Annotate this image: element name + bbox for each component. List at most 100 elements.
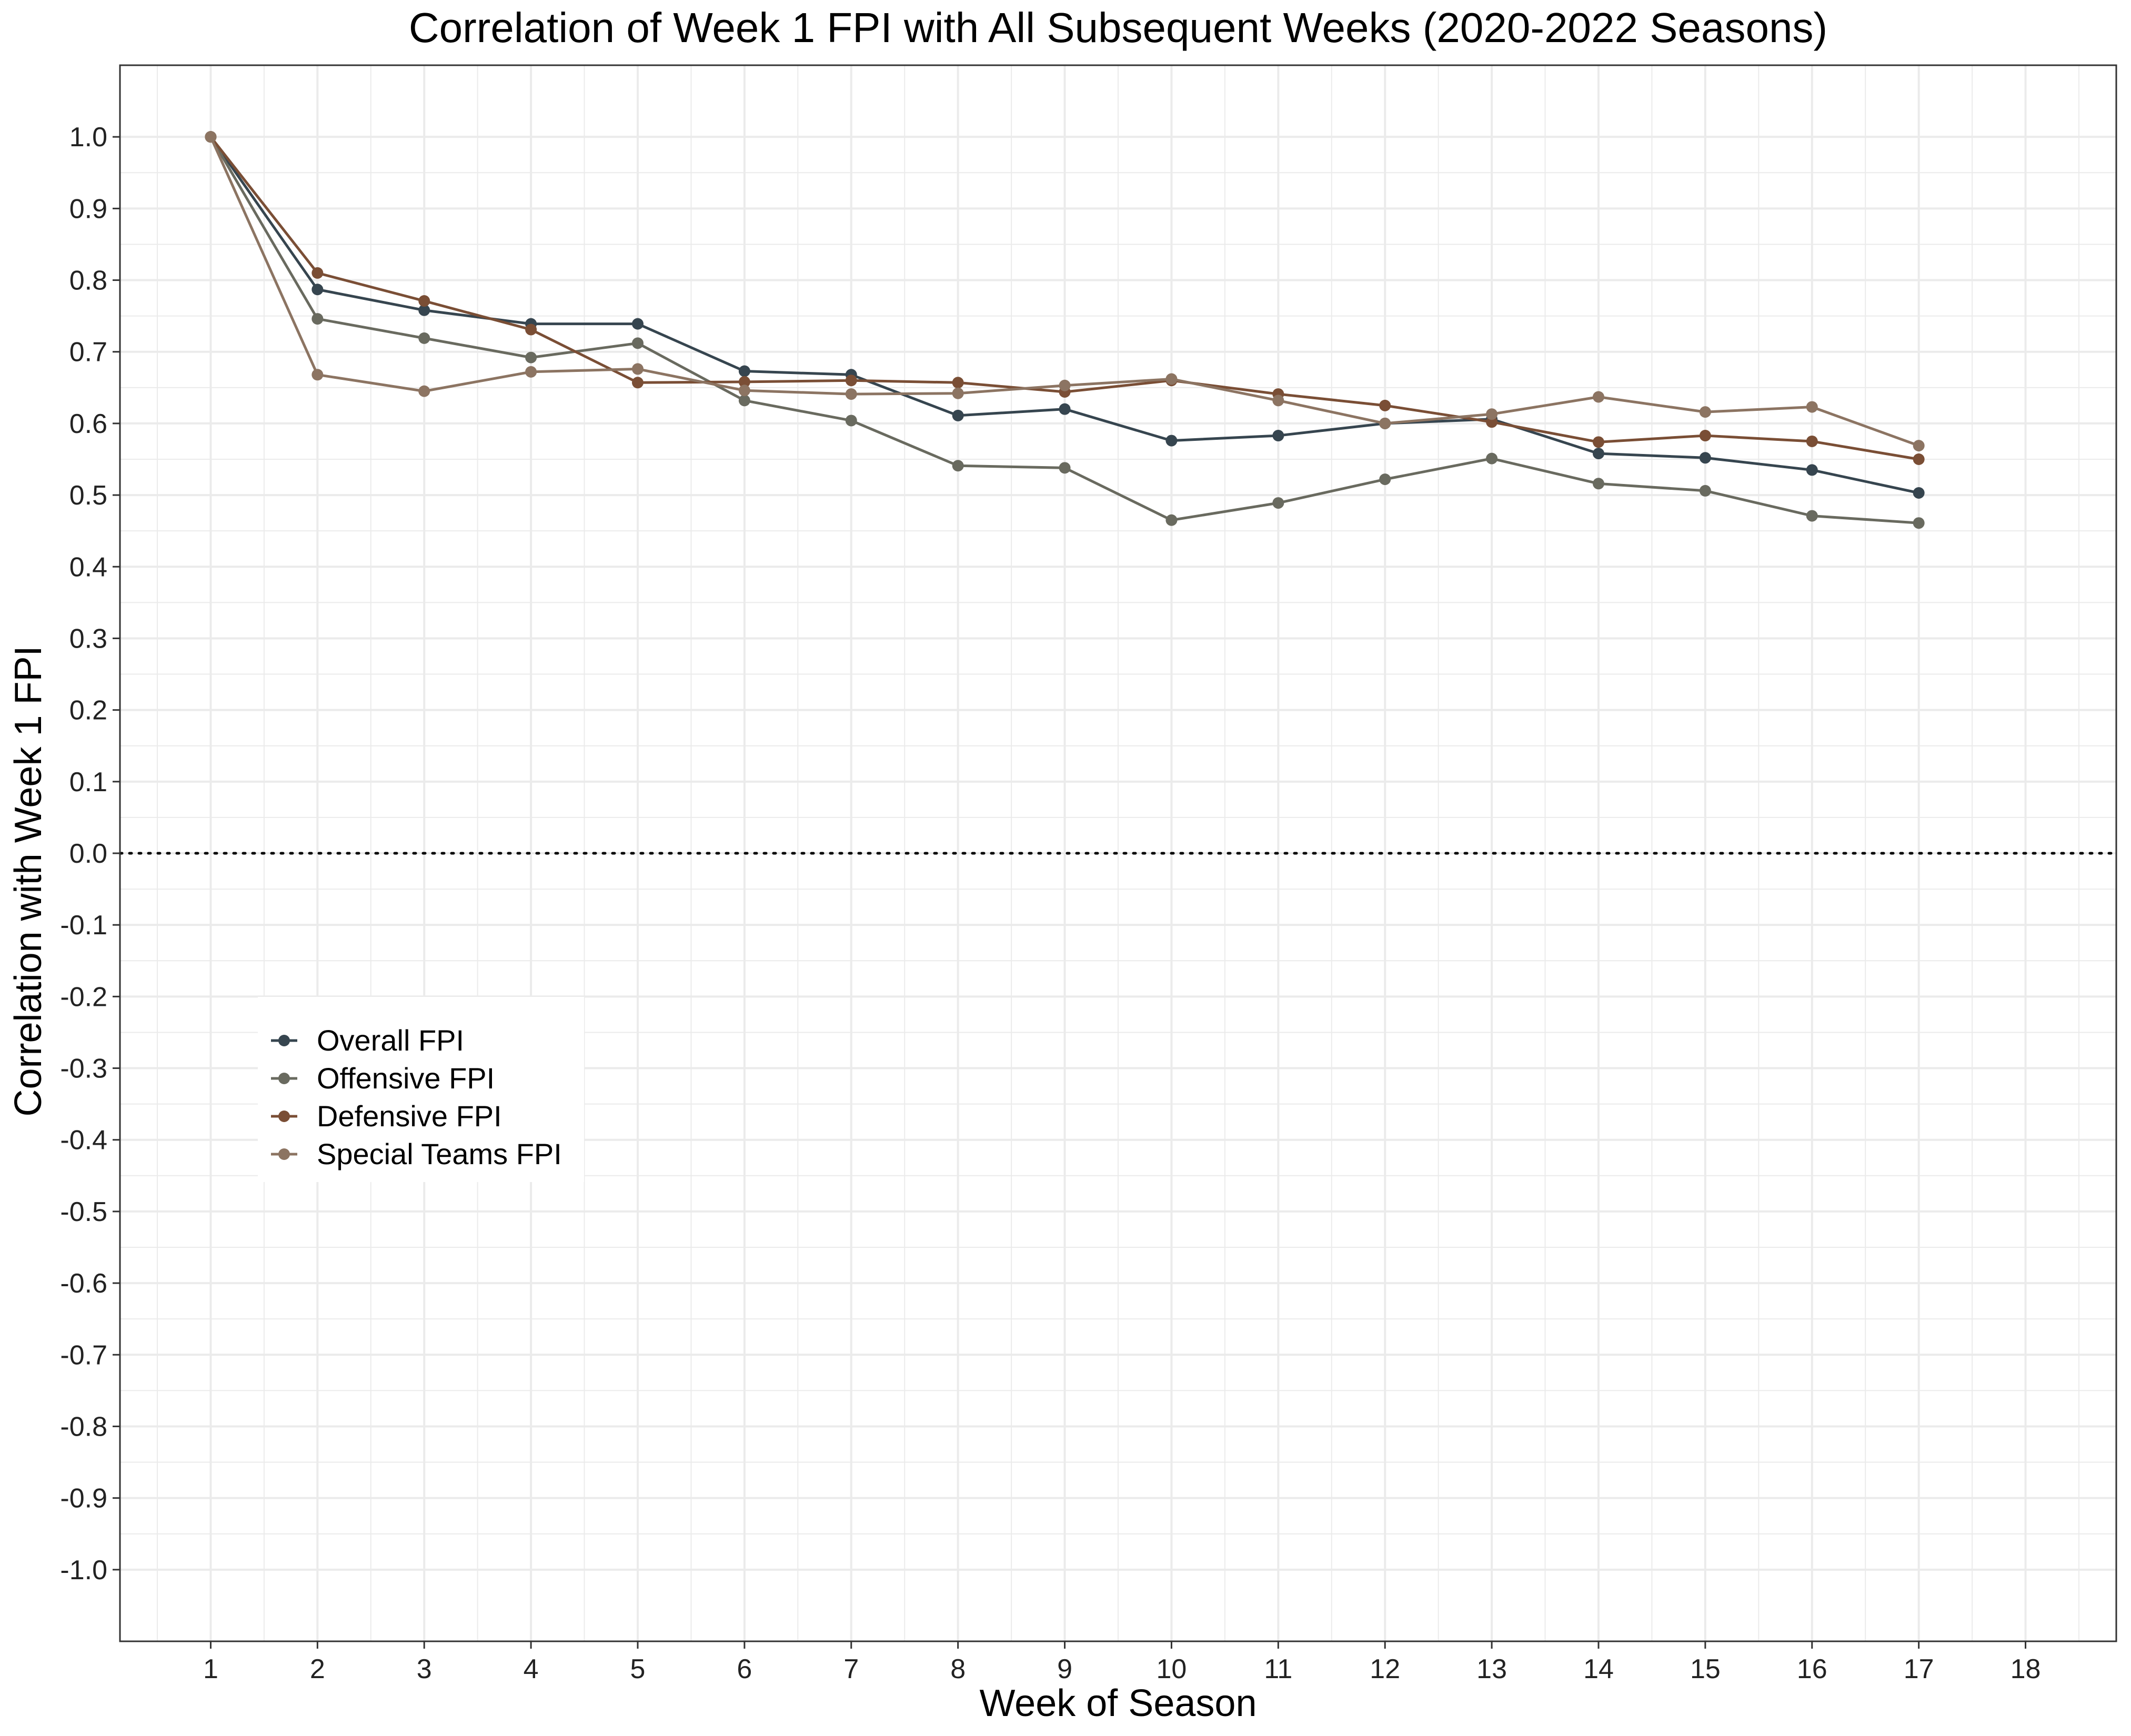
x-tick-label: 10 [1157, 1654, 1187, 1684]
legend-box [258, 997, 584, 1182]
data-point-defensive-fpi [1379, 399, 1391, 411]
data-point-offensive-fpi [845, 415, 857, 427]
y-tick-label: -0.8 [60, 1411, 107, 1442]
y-tick-label: -0.4 [60, 1125, 107, 1156]
data-point-special-teams-fpi [738, 385, 750, 397]
data-point-special-teams-fpi [205, 131, 217, 143]
y-tick-label: 0.0 [69, 839, 107, 869]
series-offensive-fpi [205, 131, 1925, 529]
data-point-overall-fpi [418, 304, 430, 316]
x-tick-label: 15 [1690, 1654, 1721, 1684]
data-point-overall-fpi [1272, 430, 1284, 442]
x-tick-label: 5 [630, 1654, 646, 1684]
x-tick-label: 4 [524, 1654, 539, 1684]
x-tick-label: 11 [1264, 1654, 1292, 1684]
y-axis-label: Correlation with Week 1 FPI [7, 645, 49, 1116]
x-tick-label: 8 [950, 1654, 966, 1684]
data-point-special-teams-fpi [1379, 417, 1391, 429]
x-tick-label: 9 [1057, 1654, 1072, 1684]
data-point-special-teams-fpi [1699, 406, 1711, 418]
data-point-special-teams-fpi [1806, 401, 1818, 413]
x-tick-label: 12 [1370, 1654, 1400, 1684]
data-point-defensive-fpi [1913, 453, 1925, 465]
data-point-offensive-fpi [1165, 514, 1178, 526]
data-point-special-teams-fpi [1913, 440, 1925, 452]
legend-item-overall-fpi: Overall FPI [271, 1024, 464, 1057]
x-tick-label: 14 [1583, 1654, 1614, 1684]
data-point-offensive-fpi [632, 337, 644, 349]
data-point-defensive-fpi [952, 377, 964, 389]
series-layer [205, 131, 1925, 529]
x-axis: 1 2 3 4 5 6 7 8 9 10 11 12 13 14 15 16 17 18 [203, 1641, 2040, 1684]
y-tick-label: -1.0 [60, 1555, 107, 1586]
legend-swatch-point [278, 1073, 290, 1084]
data-point-special-teams-fpi [525, 366, 537, 378]
data-point-special-teams-fpi [952, 387, 964, 399]
data-point-special-teams-fpi [1272, 395, 1284, 407]
y-tick-label: -0.9 [60, 1483, 107, 1514]
data-point-overall-fpi [1913, 487, 1925, 499]
data-point-offensive-fpi [1806, 510, 1818, 522]
data-point-defensive-fpi [738, 376, 750, 388]
legend-swatch-point [278, 1148, 290, 1160]
y-tick-label: -0.5 [60, 1197, 107, 1227]
y-tick-label: 0.3 [69, 623, 107, 654]
data-point-offensive-fpi [1913, 517, 1925, 529]
data-point-overall-fpi [311, 284, 324, 296]
data-point-defensive-fpi [1592, 436, 1604, 448]
data-point-defensive-fpi [311, 267, 324, 279]
y-axis: 1.0 0.9 0.8 0.7 0.6 0.5 0.4 0.3 0.2 0.1 0.0 -0.1 -0.… [60, 122, 120, 1586]
x-tick-label: 18 [2011, 1654, 2041, 1684]
data-point-offensive-fpi [1379, 473, 1391, 486]
y-tick-label: -0.7 [60, 1340, 107, 1370]
x-tick-label: 1 [203, 1654, 218, 1684]
legend-item-defensive-fpi: Defensive FPI [271, 1099, 502, 1133]
y-tick-label: 0.1 [69, 767, 107, 798]
y-tick-label: 1.0 [69, 122, 107, 153]
legend-swatch-point [278, 1111, 290, 1122]
data-point-defensive-fpi [525, 324, 537, 336]
data-point-overall-fpi [952, 409, 964, 421]
data-point-defensive-fpi [1806, 435, 1818, 447]
y-tick-label: -0.6 [60, 1268, 107, 1299]
data-point-overall-fpi [1165, 435, 1178, 447]
x-tick-label: 2 [310, 1654, 325, 1684]
x-tick-label: 13 [1476, 1654, 1507, 1684]
legend-item-special-teams-fpi: Special Teams FPI [271, 1137, 562, 1170]
data-point-offensive-fpi [418, 332, 430, 344]
data-point-overall-fpi [1806, 464, 1818, 476]
data-point-overall-fpi [1592, 448, 1604, 460]
series-special-teams-fpi [205, 131, 1925, 452]
y-tick-label: 0.7 [69, 337, 107, 368]
data-point-defensive-fpi [845, 375, 857, 387]
legend-label: Defensive FPI [317, 1099, 502, 1133]
data-point-overall-fpi [1699, 452, 1711, 464]
y-tick-label: 0.6 [69, 409, 107, 439]
x-tick-label: 3 [417, 1654, 432, 1684]
data-point-special-teams-fpi [632, 363, 644, 375]
data-point-offensive-fpi [1592, 478, 1604, 490]
data-point-offensive-fpi [525, 351, 537, 364]
data-point-special-teams-fpi [1165, 373, 1178, 385]
x-tick-label: 16 [1797, 1654, 1827, 1684]
data-point-offensive-fpi [952, 460, 964, 472]
data-point-offensive-fpi [1272, 497, 1284, 509]
data-point-offensive-fpi [1059, 462, 1071, 474]
data-point-special-teams-fpi [1486, 408, 1498, 420]
data-point-offensive-fpi [1699, 485, 1711, 497]
x-axis-label: Week of Season [980, 1682, 1257, 1724]
data-point-offensive-fpi [311, 313, 324, 325]
data-point-special-teams-fpi [1592, 391, 1604, 403]
legend-swatch-point [278, 1035, 290, 1046]
data-point-special-teams-fpi [311, 369, 324, 381]
data-point-overall-fpi [738, 365, 750, 377]
x-tick-label: 7 [843, 1654, 859, 1684]
data-point-overall-fpi [632, 318, 644, 330]
data-point-defensive-fpi [418, 295, 430, 307]
x-tick-label: 17 [1904, 1654, 1934, 1684]
data-point-special-teams-fpi [845, 388, 857, 400]
legend-item-offensive-fpi: Offensive FPI [271, 1062, 495, 1095]
y-tick-label: -0.1 [60, 910, 107, 941]
chart-title: Correlation of Week 1 FPI with All Subse… [409, 4, 1827, 51]
